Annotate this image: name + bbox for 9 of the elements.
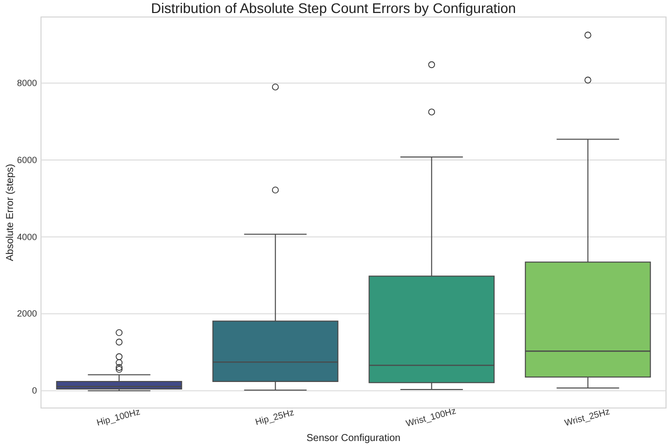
y-tick-label: 8000 [16, 78, 37, 88]
y-tick-label: 6000 [16, 154, 37, 165]
y-tick-label: 0 [32, 386, 37, 396]
y-tick-label: 4000 [16, 232, 37, 242]
y-axis-title: Absolute Error (steps) [5, 164, 16, 262]
x-tick-label: Hip_25Hz [254, 407, 296, 428]
chart-title: Distribution of Absolute Step Count Errors by Configuration [151, 0, 516, 16]
x-axis-title: Sensor Configuration [306, 433, 400, 444]
y-tick-label: 2000 [16, 308, 37, 319]
